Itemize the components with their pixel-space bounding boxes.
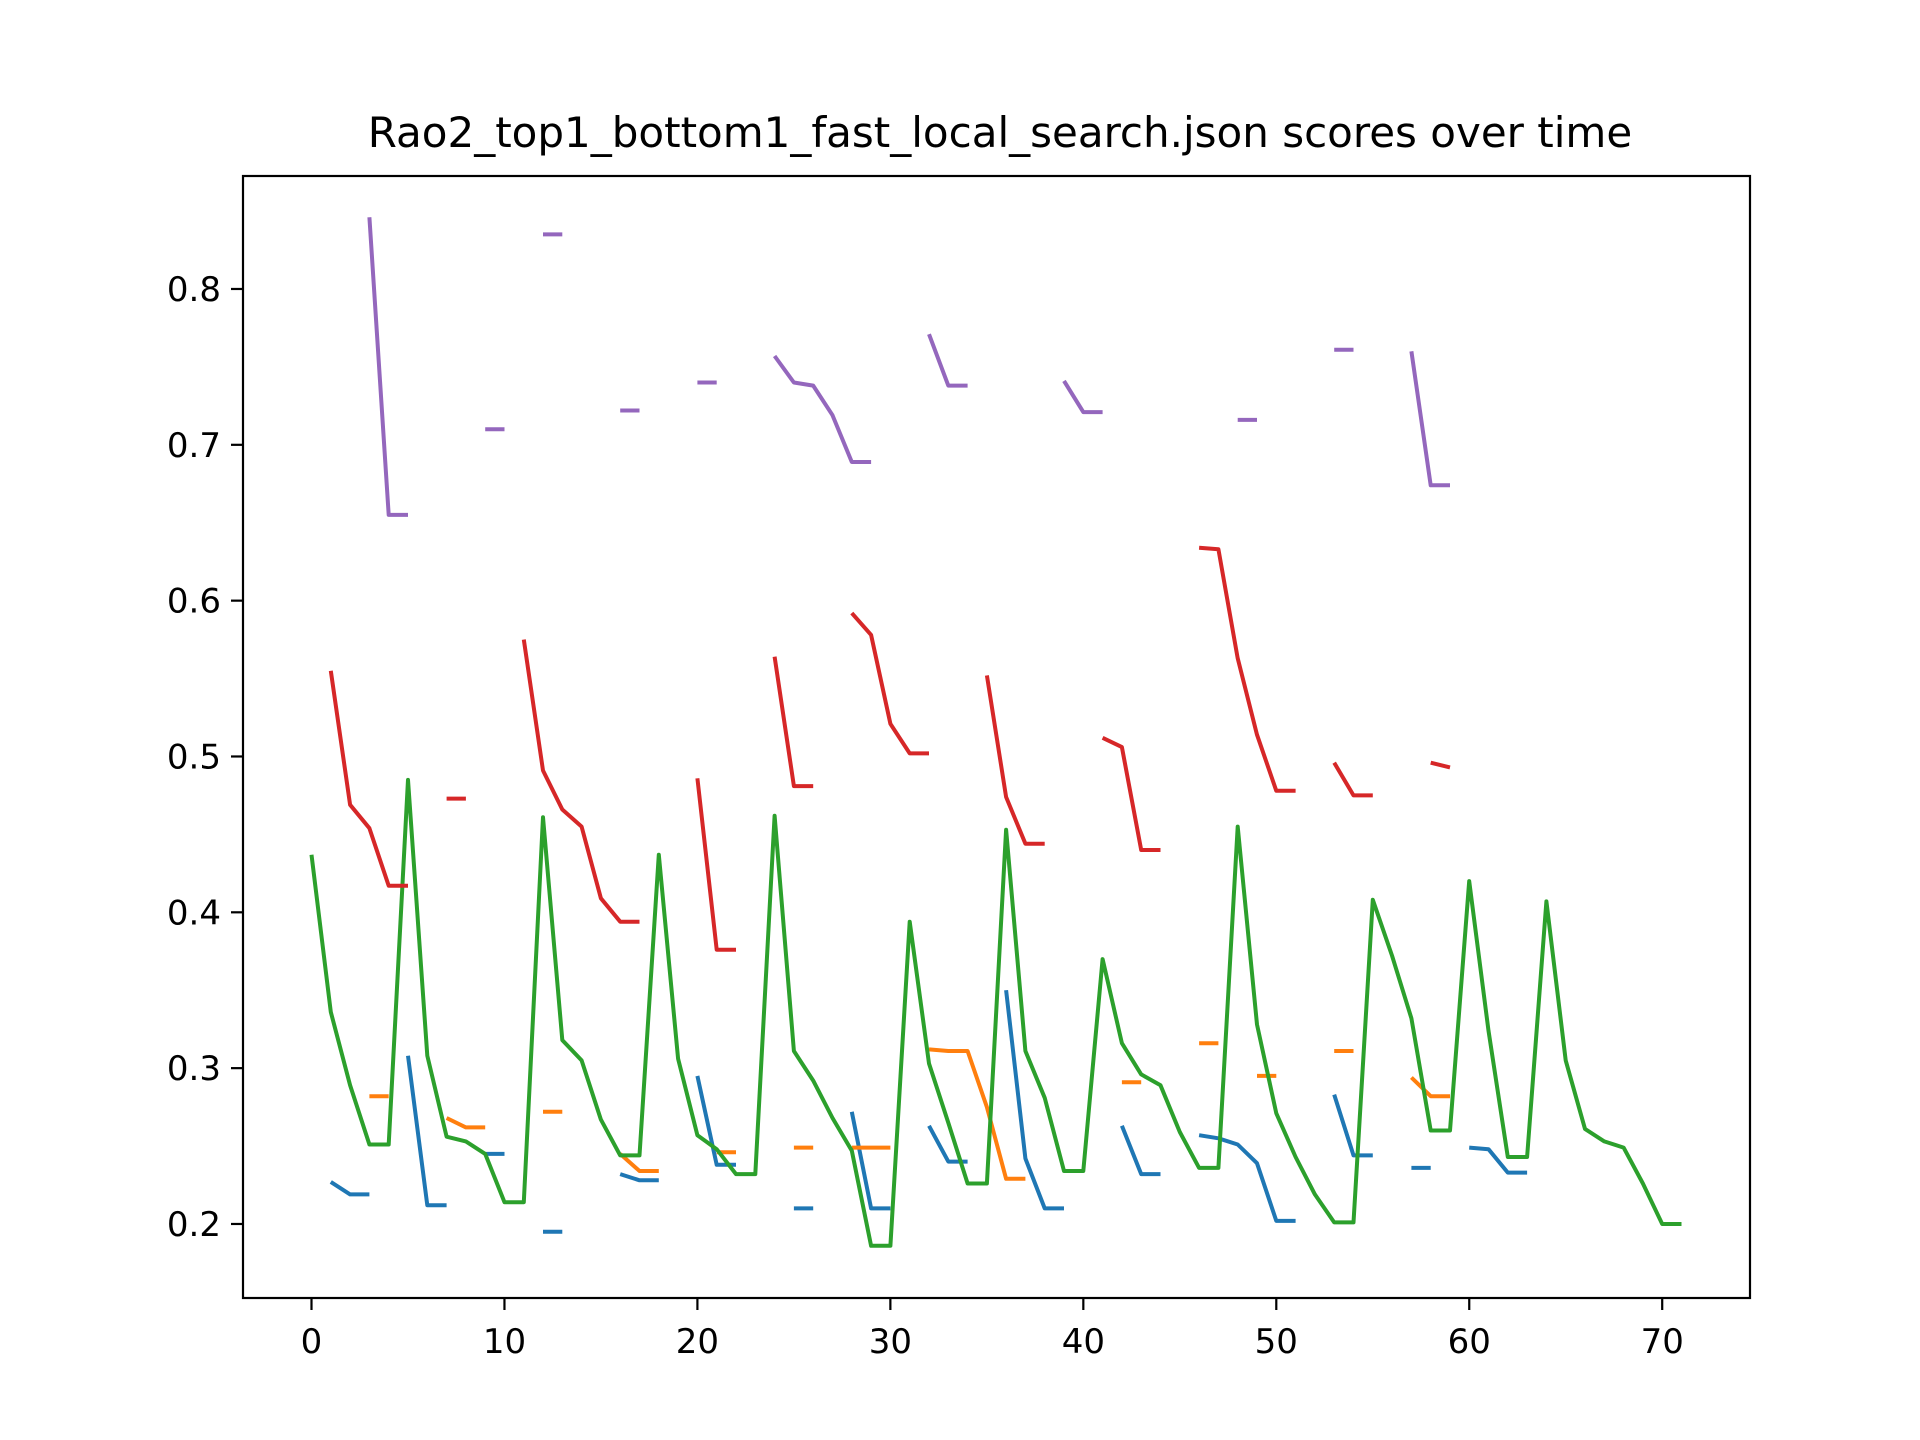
series-4-line [1430, 760, 1451, 770]
series-4-line [772, 656, 814, 789]
series-1-line [329, 1180, 370, 1197]
y-tick-label: 0.6 [167, 582, 221, 622]
series-4-line [1198, 545, 1296, 793]
x-tick-label: 10 [483, 1322, 526, 1362]
series-5-line [1062, 379, 1103, 415]
series-2 [369, 1041, 1450, 1181]
series-1-line [406, 1055, 447, 1208]
y-tick-label: 0.5 [167, 737, 221, 777]
y-tick-label: 0.7 [167, 426, 221, 466]
series-1-line [849, 1111, 891, 1211]
y-tick-label: 0.2 [167, 1205, 221, 1245]
y-tick-label: 0.3 [167, 1049, 221, 1089]
series-4-line [521, 639, 640, 924]
y-tick-label: 0.4 [167, 893, 221, 933]
series-5-line [367, 217, 408, 517]
series-3 [309, 777, 1682, 1248]
series-2-line [928, 1047, 1026, 1181]
series-4-line [1101, 735, 1161, 852]
series-1-line [1469, 1145, 1528, 1175]
series-4-line [695, 778, 736, 952]
series-2-line [445, 1116, 486, 1130]
series-3-line [309, 777, 1682, 1248]
series-1 [329, 989, 1528, 1234]
y-axis: 0.2 0.3 0.4 0.5 0.6 0.7 0.8 [167, 270, 243, 1245]
series-2-line [618, 1152, 659, 1173]
x-tick-label: 40 [1062, 1322, 1105, 1362]
x-tick-label: 0 [301, 1322, 323, 1362]
plot-area [309, 217, 1682, 1248]
series-1-line [619, 1172, 659, 1183]
series-4-line [850, 611, 929, 756]
series-1-line [1004, 989, 1064, 1211]
y-tick-label: 0.8 [167, 270, 221, 310]
x-tick-label: 70 [1641, 1322, 1684, 1362]
x-axis: 0 10 20 30 40 50 60 70 [301, 1298, 1684, 1362]
series-2-line [1410, 1076, 1450, 1099]
x-tick-label: 50 [1255, 1322, 1298, 1362]
series-5-line [772, 354, 872, 464]
series-4-line [328, 670, 408, 888]
x-tick-label: 30 [869, 1322, 912, 1362]
chart-title: Rao2_top1_bottom1_fast_local_search.json… [368, 108, 1632, 157]
x-tick-label: 60 [1448, 1322, 1491, 1362]
x-tick-label: 20 [676, 1322, 719, 1362]
series-4-line [1332, 761, 1373, 798]
series-1-line [1198, 1133, 1296, 1223]
series-4 [328, 545, 1451, 952]
series-5-line [1409, 351, 1450, 488]
series-4-line [984, 675, 1045, 846]
series-1-line [1120, 1125, 1161, 1177]
axes-frame [241, 174, 1752, 1300]
series-5-line [927, 333, 968, 388]
series-5 [367, 217, 1450, 517]
series-1-line [1332, 1093, 1373, 1158]
